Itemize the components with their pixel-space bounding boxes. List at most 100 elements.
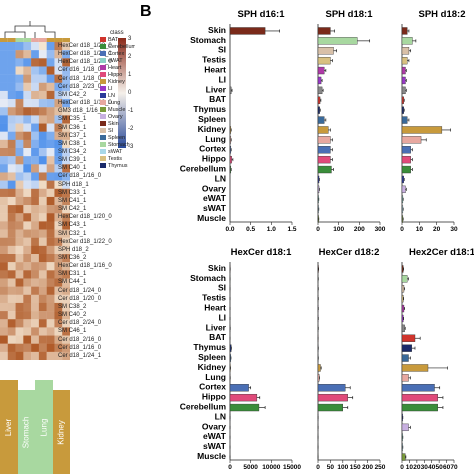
heatmap-cell xyxy=(7,311,16,320)
heatmap-cell xyxy=(62,286,70,295)
heatmap-cell xyxy=(46,123,55,132)
x-tick-label: 70 xyxy=(450,464,458,471)
heatmap-cell xyxy=(62,262,70,271)
bar xyxy=(229,86,232,95)
bar-chart: SPH d18:2 0 10 20 30 xyxy=(400,9,465,233)
heatmap-cell xyxy=(62,196,70,206)
heatmap-cell xyxy=(23,221,32,230)
bar xyxy=(229,155,232,164)
heatmap-cell xyxy=(62,156,70,165)
class-name: eWAT xyxy=(108,57,123,64)
bar xyxy=(229,344,232,352)
heatmap-cell xyxy=(15,294,24,304)
class-legend-item: Spleen xyxy=(100,134,135,141)
heatmap-cell xyxy=(46,286,55,295)
heatmap-cell xyxy=(62,229,70,238)
heatmap-cell xyxy=(54,90,63,100)
heatmap-cell xyxy=(15,343,24,353)
heatmap-cell xyxy=(38,205,47,214)
bar xyxy=(317,136,331,144)
bar xyxy=(229,146,232,154)
heatmap-cell xyxy=(38,311,47,320)
x-tick-label: 1.5 xyxy=(287,226,296,233)
bar xyxy=(401,155,411,164)
heatmap-cell xyxy=(15,205,24,214)
bar xyxy=(317,76,322,85)
bar xyxy=(401,384,435,392)
heatmap-cell xyxy=(31,302,40,312)
class-swatch xyxy=(100,37,106,42)
x-tick-label: 0 xyxy=(400,464,404,471)
heatmap-cell xyxy=(38,278,47,287)
heatmap-cell xyxy=(31,270,40,279)
heatmap-cell xyxy=(23,213,32,222)
bar xyxy=(317,126,329,134)
heatmap-cell xyxy=(0,164,8,173)
heatmap-cell xyxy=(31,50,40,59)
heatmap-cell xyxy=(7,90,16,100)
x-tick-label: 100 xyxy=(333,226,344,233)
bar xyxy=(317,185,320,194)
category-label: Skin xyxy=(208,25,226,35)
bar xyxy=(229,403,260,412)
bar xyxy=(401,146,411,154)
class-swatch xyxy=(100,58,106,63)
heatmap-cell xyxy=(15,99,24,108)
category-label: LI xyxy=(218,74,226,84)
heatmap-cell xyxy=(38,148,47,157)
heatmap-cell xyxy=(38,172,47,181)
bar xyxy=(401,354,409,362)
bar xyxy=(401,86,406,95)
heatmap-cell xyxy=(7,66,16,75)
category-label: Ovary xyxy=(202,421,226,431)
heatmap-cell xyxy=(23,99,32,108)
heatmap-cell xyxy=(46,270,55,279)
category-label: Spleen xyxy=(198,352,226,362)
panel-label: B xyxy=(140,3,152,20)
chart-title: HexCer d18:2 xyxy=(319,247,380,258)
heatmap-row-label: SM C41_1 xyxy=(58,197,87,204)
bar xyxy=(401,205,404,213)
heatmap-cell xyxy=(31,221,40,230)
heatmap-cell xyxy=(46,74,55,83)
category-label: Cortex xyxy=(199,144,226,154)
category-label: eWAT xyxy=(203,431,227,441)
bar xyxy=(317,384,346,392)
heatmap-cell xyxy=(15,319,24,328)
heatmap-cell xyxy=(7,351,16,360)
category-label: Cerebellum xyxy=(180,402,227,412)
heatmap-row-label: Cer d18_1/20_0 xyxy=(58,295,102,302)
heatmap-cell xyxy=(15,213,24,222)
tissue-block: Lung xyxy=(35,380,53,474)
x-tick-label: 10 xyxy=(416,226,424,233)
class-swatch xyxy=(100,65,106,70)
class-name: Spleen xyxy=(108,134,126,141)
category-label: Cerebellum xyxy=(180,164,227,174)
heatmap-cell xyxy=(7,270,16,279)
heatmap-row-label: Cer d18_2/24_0 xyxy=(58,320,102,327)
class-name: Cerebellum xyxy=(108,43,135,50)
heatmap-cell xyxy=(62,123,70,132)
heatmap-cell xyxy=(54,42,63,51)
class-legend-item: Cerebellum xyxy=(100,43,135,50)
heatmap-cell xyxy=(23,180,32,189)
class-swatch xyxy=(100,114,106,119)
heatmap-cell xyxy=(31,58,40,67)
heatmap-cell xyxy=(15,58,24,67)
heatmap-cell xyxy=(23,148,32,157)
heatmap-cell xyxy=(62,294,70,304)
heatmap-cell xyxy=(15,286,24,295)
heatmap-row-label: HexCer d18_1/18_0 xyxy=(58,100,112,107)
heatmap-cell xyxy=(7,237,16,247)
heatmap-cell xyxy=(0,278,8,287)
heatmap-cell xyxy=(7,335,16,344)
heatmap-cell xyxy=(31,148,40,157)
heatmap-cell xyxy=(46,82,55,92)
chart-title: SPH d18:1 xyxy=(326,9,374,20)
class-swatch xyxy=(100,44,106,49)
heatmap-row-label: HexCer d18_1/23_0 xyxy=(58,43,112,49)
heatmap-cell xyxy=(38,58,47,67)
class-swatch xyxy=(100,135,106,140)
bar-chart: HexCer d18:1 SkinStomachSITestisHeartLILi… xyxy=(180,247,302,471)
heatmap-cell xyxy=(31,74,40,83)
